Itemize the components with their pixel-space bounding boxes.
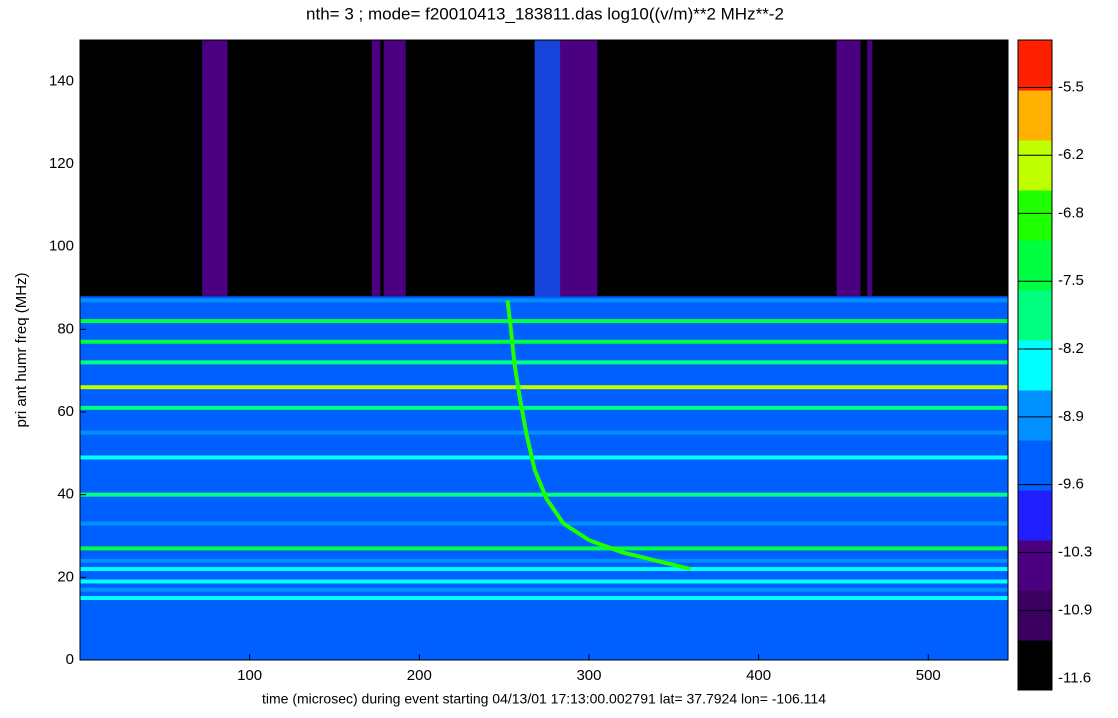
- gate-band: [836, 40, 861, 297]
- gate-band: [383, 40, 406, 297]
- frequency-line: [80, 521, 1008, 526]
- colorbar-swatch: [1018, 190, 1052, 241]
- noise-strip: [534, 40, 561, 660]
- colorbar-swatch: [1018, 490, 1052, 541]
- x-tick-label: 300: [576, 667, 601, 684]
- colorbar-tick-label: -5.5: [1058, 78, 1084, 95]
- frequency-line: [80, 405, 1008, 410]
- colorbar-tick-label: -10.9: [1058, 602, 1092, 619]
- colorbar-swatch: [1018, 290, 1052, 341]
- y-tick-label: 100: [49, 238, 74, 255]
- colorbar-swatch: [1018, 340, 1052, 391]
- plot-frame: [79, 39, 1009, 661]
- whistler-trace: [505, 300, 692, 572]
- colorbar-swatch: [1018, 90, 1052, 141]
- frequency-line: [80, 546, 1008, 551]
- y-tick-label: 120: [49, 155, 74, 172]
- frequency-line: [80, 558, 1008, 563]
- colorbar-swatch: [1018, 540, 1052, 591]
- y-tick-label: 20: [57, 568, 74, 585]
- colorbar-tick-label: -9.6: [1058, 476, 1084, 493]
- colorbar-swatch: [1018, 640, 1052, 691]
- colorbar-swatch: [1018, 440, 1052, 491]
- frequency-line: [80, 567, 1008, 572]
- x-tick-label: 400: [746, 667, 771, 684]
- frequency-line: [80, 587, 1008, 592]
- frequency-line: [80, 430, 1008, 435]
- colorbar-frame: [1017, 39, 1053, 691]
- frequency-line: [80, 319, 1008, 324]
- x-axis-label: time (microsec) during event starting 04…: [262, 691, 826, 707]
- colorbar-tick-label: -8.2: [1058, 340, 1084, 357]
- x-tick-label: 500: [916, 667, 941, 684]
- frequency-line: [80, 579, 1008, 584]
- colorbar-tick-label: -7.5: [1058, 272, 1084, 289]
- colorbar-swatch: [1018, 140, 1052, 191]
- colorbar-tick-label: -6.2: [1058, 146, 1084, 163]
- frequency-line: [80, 298, 1008, 303]
- colorbar-tick-label: -6.8: [1058, 204, 1084, 221]
- gate-band: [867, 40, 873, 297]
- colorbar-tick-label: -10.3: [1058, 543, 1092, 560]
- chart-title: nth= 3 ; mode= f20010413_183811.das log1…: [306, 4, 784, 23]
- colorbar-swatch: [1018, 390, 1052, 441]
- y-tick-label: 60: [57, 403, 74, 420]
- y-tick-label: 80: [57, 320, 74, 337]
- y-axis-label: pri ant humr freq (MHz): [13, 272, 30, 427]
- frequency-line: [80, 385, 1008, 390]
- y-tick-label: 0: [66, 651, 74, 668]
- colorbar-tick-label: -11.6: [1058, 669, 1091, 686]
- x-tick-label: 200: [407, 667, 432, 684]
- frequency-line: [80, 455, 1008, 460]
- frequency-line: [80, 596, 1008, 600]
- frequency-line: [80, 360, 1008, 365]
- y-tick-label: 40: [57, 486, 74, 503]
- colorbar-tick-label: -8.9: [1058, 408, 1084, 425]
- frequency-line: [80, 339, 1008, 344]
- gate-band: [371, 40, 381, 297]
- y-tick-label: 140: [49, 72, 74, 89]
- colorbar-swatch: [1018, 240, 1052, 291]
- x-tick-label: 100: [237, 667, 262, 684]
- gate-band: [202, 40, 228, 297]
- colorbar-swatch: [1018, 40, 1052, 91]
- colorbar-swatch: [1018, 590, 1052, 641]
